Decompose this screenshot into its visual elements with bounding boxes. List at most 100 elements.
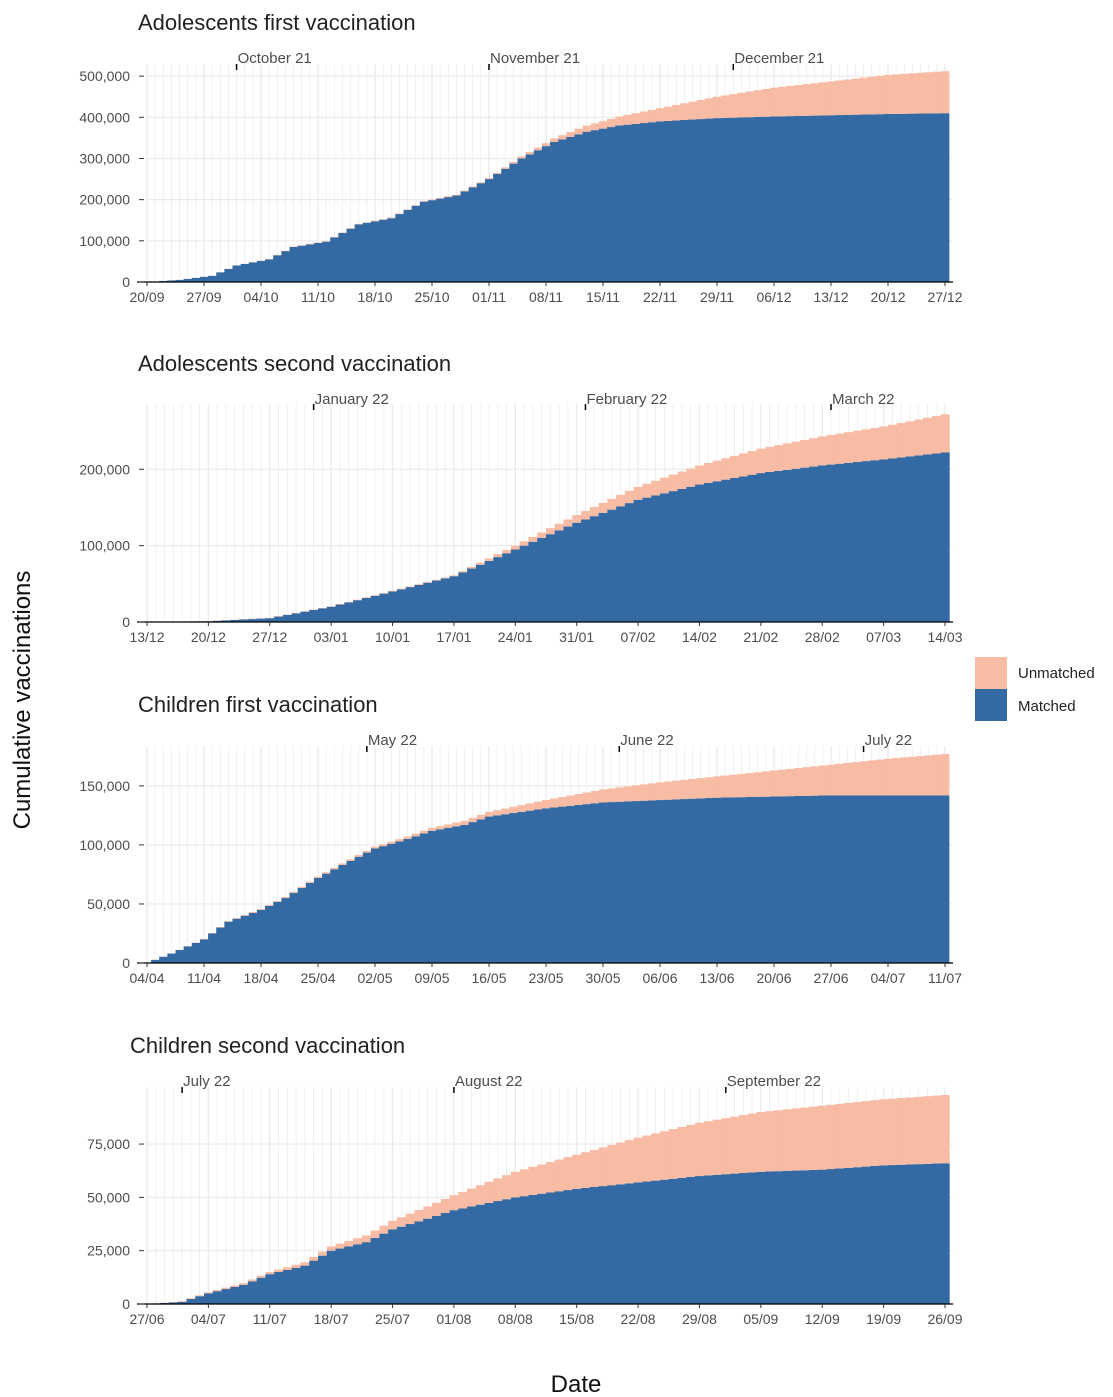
bar-matched <box>318 1255 328 1304</box>
bar-matched <box>379 1233 389 1304</box>
bar-unmatched <box>623 114 632 125</box>
bar-matched <box>721 1174 731 1304</box>
bar-unmatched <box>281 896 290 899</box>
bar-matched <box>411 205 421 282</box>
bar-matched <box>501 168 510 282</box>
bar-matched <box>769 116 779 283</box>
bar-unmatched <box>677 471 687 489</box>
bar-unmatched <box>476 182 486 184</box>
bar-unmatched <box>639 111 649 124</box>
bar-matched <box>554 1191 564 1304</box>
bar-matched <box>313 877 323 963</box>
bar-unmatched <box>436 197 445 199</box>
bar-unmatched <box>905 421 915 457</box>
bar-matched <box>405 1224 415 1304</box>
bar-matched <box>395 214 404 282</box>
bar-unmatched <box>525 152 535 155</box>
bar-unmatched <box>444 824 453 828</box>
bar-matched <box>183 946 193 963</box>
x-tick-label: 28/02 <box>805 629 840 645</box>
bar-unmatched <box>405 586 415 588</box>
bar-unmatched <box>923 417 933 455</box>
bar-unmatched <box>835 763 844 796</box>
bar-matched <box>572 1188 582 1304</box>
bar-matched <box>221 620 231 622</box>
bar-matched <box>800 467 810 622</box>
bar-unmatched <box>370 846 380 849</box>
bar-matched <box>467 1206 477 1304</box>
bar-matched <box>589 516 599 622</box>
bar-unmatched <box>309 1256 319 1261</box>
bar-matched <box>379 593 389 622</box>
bar-matched <box>642 1181 652 1304</box>
bar-unmatched <box>774 1110 784 1172</box>
bar-matched <box>924 795 934 963</box>
bar-matched <box>624 503 634 622</box>
bar-unmatched <box>786 768 795 797</box>
bar-unmatched <box>802 767 811 796</box>
bar-unmatched <box>756 1112 766 1172</box>
bar-matched <box>370 595 380 622</box>
bar-matched <box>502 553 512 622</box>
month-label: May 22 <box>368 732 417 749</box>
bar-unmatched <box>835 1103 845 1169</box>
bar-unmatched <box>177 1301 187 1302</box>
bar-unmatched <box>651 1133 661 1181</box>
bar-unmatched <box>265 1272 275 1275</box>
bar-matched <box>230 1286 240 1304</box>
bar-unmatched <box>774 445 784 471</box>
bar-matched <box>265 618 275 622</box>
bar-matched <box>737 797 746 963</box>
bar-unmatched <box>826 764 836 796</box>
bar-unmatched <box>510 1171 520 1198</box>
bar-matched <box>432 1215 442 1304</box>
x-tick-label: 05/09 <box>743 1311 778 1327</box>
bar-unmatched <box>528 536 538 542</box>
bar-unmatched <box>809 1106 819 1170</box>
bar-unmatched <box>330 867 339 870</box>
bar-unmatched <box>581 1152 591 1188</box>
x-tick-label: 25/10 <box>414 289 449 305</box>
y-tick-label: 50,000 <box>87 896 130 912</box>
bar-matched <box>248 262 258 282</box>
bar-matched <box>712 481 722 622</box>
bar-unmatched <box>686 1124 696 1177</box>
bar-matched <box>651 495 661 622</box>
bar-matched <box>493 815 502 963</box>
bar-matched <box>598 1186 608 1304</box>
bar-matched <box>835 463 845 622</box>
bar-matched <box>414 584 424 622</box>
month-label: October 21 <box>238 50 312 67</box>
bar-unmatched <box>460 190 469 192</box>
bar-unmatched <box>843 762 852 796</box>
bar-matched <box>782 1170 792 1304</box>
bar-unmatched <box>353 599 363 601</box>
x-tick-label: 27/12 <box>252 629 287 645</box>
bar-matched <box>642 497 652 622</box>
bar-matched <box>680 120 689 282</box>
bar-unmatched <box>436 826 445 830</box>
bar-unmatched <box>607 1144 617 1186</box>
bar-unmatched <box>265 904 274 906</box>
bar-matched <box>167 953 176 963</box>
x-tick-label: 17/01 <box>436 629 471 645</box>
bar-matched <box>388 591 398 622</box>
bar-unmatched <box>747 1113 757 1173</box>
x-tick-label: 15/08 <box>559 1311 594 1327</box>
bar-matched <box>313 242 323 282</box>
bar-unmatched <box>931 1095 941 1164</box>
bar-unmatched <box>484 811 494 817</box>
bar-matched <box>265 259 274 282</box>
bar-matched <box>346 228 355 282</box>
bar-matched <box>761 796 771 963</box>
bar-matched <box>208 933 217 963</box>
bar-unmatched <box>475 1185 485 1205</box>
bar-matched <box>631 123 640 282</box>
chart-title: Adolescents second vaccination <box>138 351 451 376</box>
bar-matched <box>712 1174 722 1304</box>
bar-matched <box>589 1187 599 1304</box>
bar-unmatched <box>859 761 868 796</box>
bar-matched <box>721 479 731 622</box>
bar-matched <box>387 843 396 963</box>
